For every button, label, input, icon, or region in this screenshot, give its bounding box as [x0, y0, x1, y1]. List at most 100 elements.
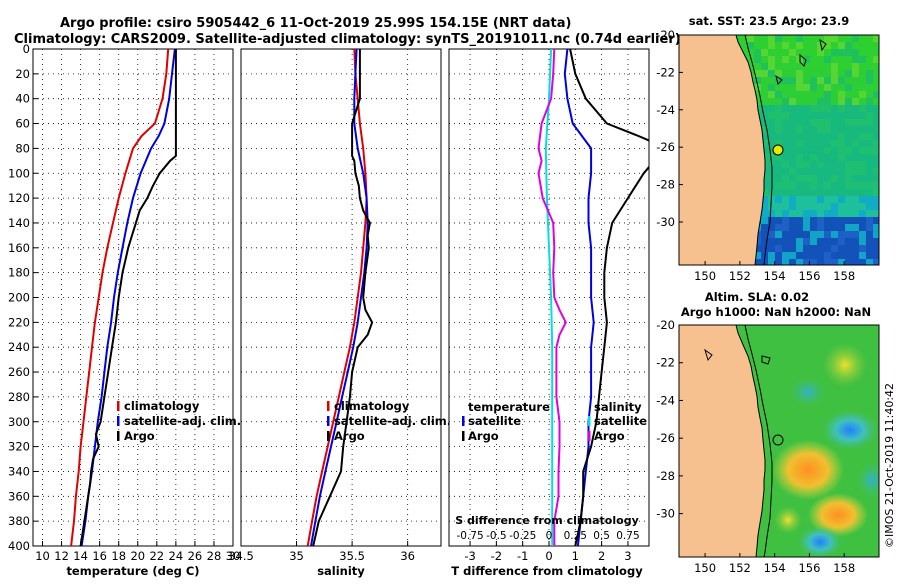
sst-pixel: [761, 217, 768, 224]
sst-pixel: [796, 42, 803, 49]
sst-pixel: [824, 42, 831, 49]
sst-pixel: [740, 42, 747, 49]
series-line-s-argo: [537, 49, 567, 546]
y-tick-label: 0: [23, 42, 30, 56]
sst-pixel: [838, 161, 845, 168]
sst-pixel: [845, 147, 852, 154]
sst-pixel: [852, 98, 859, 105]
sst-pixel: [838, 210, 845, 217]
sst-pixel: [747, 63, 754, 70]
sst-pixel: [831, 210, 838, 217]
sst-pixel: [866, 49, 873, 56]
sst-pixel: [796, 168, 803, 175]
x-tick-label: 2: [598, 549, 605, 563]
sst-pixel: [782, 42, 789, 49]
sst-pixel: [775, 56, 782, 63]
sst-pixel: [831, 217, 838, 224]
sst-pixel: [838, 126, 845, 133]
sst-pixel: [761, 140, 768, 147]
sst-pixel: [789, 42, 796, 49]
x-tick-label: 14: [73, 549, 88, 563]
sst-pixel: [817, 91, 824, 98]
sst-pixel: [866, 203, 873, 210]
sst-pixel: [803, 168, 810, 175]
series-line-t-argo: [569, 49, 649, 546]
sst-pixel: [761, 42, 768, 49]
sst-pixel: [817, 217, 824, 224]
sst-pixel: [796, 63, 803, 70]
sst-map-axes: 150 152 154 156 158 -20 -22 -24 -26 -28 -30: [656, 28, 855, 283]
sst-pixel: [789, 98, 796, 105]
sst-pixel: [775, 175, 782, 182]
sst-pixel: [838, 140, 845, 147]
sst-pixel: [775, 98, 782, 105]
sla-map-title: Altim. SLA: 0.02: [705, 290, 809, 304]
y-tick-label: 300: [8, 415, 30, 429]
sst-pixel: [866, 42, 873, 49]
sst-pixel: [789, 70, 796, 77]
sst-pixel: [824, 56, 831, 63]
sst-pixel: [768, 259, 775, 265]
sst-pixel: [775, 217, 782, 224]
sla-cyan-patch-east: [858, 462, 879, 498]
sst-pixel: [768, 210, 775, 217]
sst-pixel: [789, 203, 796, 210]
sst-pixel: [803, 217, 810, 224]
sst-pixel: [852, 35, 859, 42]
y-tick-label: 200: [8, 291, 30, 305]
sst-pixel: [803, 98, 810, 105]
sst-pixel: [761, 112, 768, 119]
sst-pixel: [803, 84, 810, 91]
sst-pixel: [796, 105, 803, 112]
sst-pixel: [761, 238, 768, 245]
sst-pixel: [761, 49, 768, 56]
sst-pixel: [810, 217, 817, 224]
sst-pixel: [824, 196, 831, 203]
sst-pixel: [845, 133, 852, 140]
sst-pixel: [831, 77, 838, 84]
sst-pixel: [852, 77, 859, 84]
sst-pixel: [824, 231, 831, 238]
sst-pixel: [852, 238, 859, 245]
sst-pixel: [852, 259, 859, 265]
sst-pixel: [873, 35, 879, 42]
sst-pixel: [838, 175, 845, 182]
sst-pixel: [831, 203, 838, 210]
sst-pixel: [838, 203, 845, 210]
sst-pixel: [789, 126, 796, 133]
sst-pixel: [866, 238, 873, 245]
sst-pixel: [845, 35, 852, 42]
sst-pixel: [768, 147, 775, 154]
sst-pixel: [824, 84, 831, 91]
sst-pixel: [831, 91, 838, 98]
sst-pixel: [866, 252, 873, 259]
sst-pixel: [803, 203, 810, 210]
sst-pixel: [824, 91, 831, 98]
sst-pixel: [859, 175, 866, 182]
sst-pixel: [789, 231, 796, 238]
sst-pixel: [838, 182, 845, 189]
sst-pixel: [845, 245, 852, 252]
sst-pixel: [859, 119, 866, 126]
sla-high-anomaly-south: [808, 493, 868, 537]
sst-pixel: [803, 56, 810, 63]
sst-pixel: [817, 245, 824, 252]
legend-label-satellite: satellite-adj. clim.: [334, 414, 451, 428]
sst-pixel: [845, 56, 852, 63]
sst-pixel: [782, 189, 789, 196]
sst-pixel: [845, 154, 852, 161]
t-difference-x-label: T difference from climatology: [451, 564, 643, 578]
sst-pixel: [852, 105, 859, 112]
sst-pixel: [852, 133, 859, 140]
sst-pixel: [845, 231, 852, 238]
sst-pixel: [768, 203, 775, 210]
sst-pixel: [824, 133, 831, 140]
sst-pixel: [789, 112, 796, 119]
sst-pixel: [831, 56, 838, 63]
legend-swatch-argo: [327, 431, 330, 441]
sst-pixel: [859, 56, 866, 63]
sst-pixel: [838, 147, 845, 154]
sst-pixel: [761, 35, 768, 42]
s-difference-axis: -0.75 -0.5 -0.25 0 0.25 0.5 0.75: [456, 530, 639, 542]
sst-pixel: [817, 161, 824, 168]
